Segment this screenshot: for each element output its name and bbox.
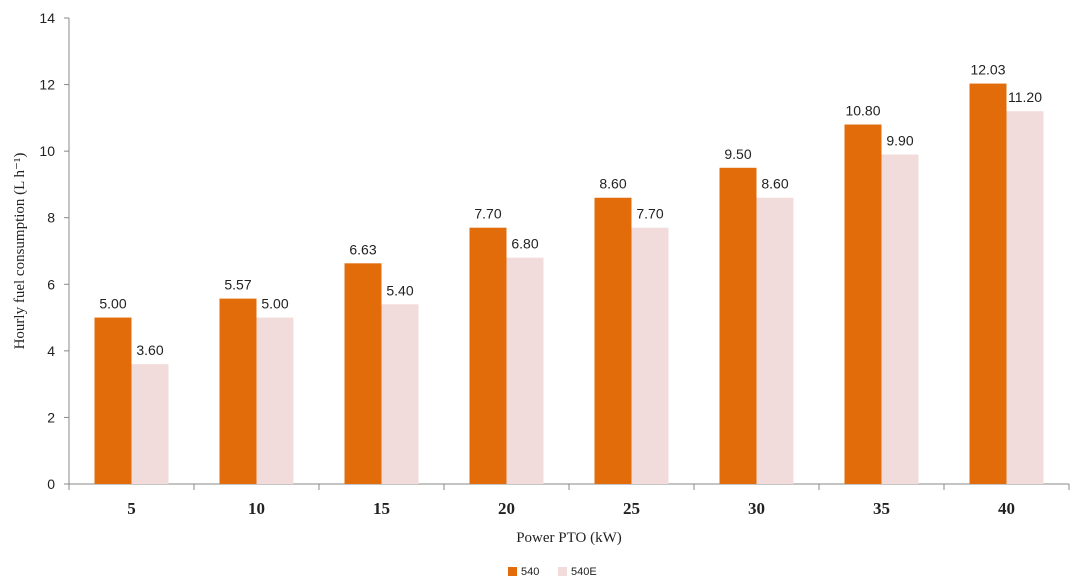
data-label-540E-10: 5.00 bbox=[261, 296, 288, 312]
bar-540E-35 bbox=[881, 154, 919, 484]
data-label-540E-35: 9.90 bbox=[886, 132, 913, 148]
x-axis: 5 10 15 20 25 30 35 40 bbox=[68, 483, 1070, 518]
y-tick-label: 14 bbox=[39, 10, 55, 26]
data-label-540-30: 9.50 bbox=[724, 146, 751, 162]
data-label-540-40: 12.03 bbox=[970, 62, 1005, 78]
bars bbox=[94, 83, 1044, 485]
legend-label-540E: 540E bbox=[571, 566, 597, 578]
y-tick-label: 4 bbox=[47, 343, 55, 359]
bar-540E-5 bbox=[131, 364, 169, 484]
bar-540E-15 bbox=[381, 304, 419, 484]
data-label-540-35: 10.80 bbox=[845, 103, 880, 119]
data-label-540E-5: 3.60 bbox=[136, 342, 163, 358]
data-label-540E-15: 5.40 bbox=[386, 282, 413, 298]
bar-540-25 bbox=[594, 197, 632, 484]
bar-540-10 bbox=[219, 298, 257, 484]
bar-540E-20 bbox=[506, 257, 544, 484]
x-tick-label: 15 bbox=[373, 499, 390, 518]
bar-labels: 5.00 3.60 5.57 5.00 6.63 5.40 7.70 6.80 8.60 7.70… bbox=[99, 62, 1042, 359]
data-label-540-25: 8.60 bbox=[599, 176, 626, 192]
legend-swatch-540E bbox=[558, 567, 567, 576]
data-label-540-10: 5.57 bbox=[224, 277, 251, 293]
data-label-540E-20: 6.80 bbox=[511, 236, 538, 252]
x-tick-label: 40 bbox=[998, 499, 1015, 518]
data-label-540-5: 5.00 bbox=[99, 296, 126, 312]
bar-540-30 bbox=[719, 167, 757, 485]
bar-540-40 bbox=[969, 83, 1007, 484]
x-tick-label: 25 bbox=[623, 499, 640, 518]
bar-540E-30 bbox=[756, 197, 794, 484]
x-tick-label: 20 bbox=[498, 499, 515, 518]
y-tick-label: 0 bbox=[47, 476, 55, 492]
data-label-540-15: 6.63 bbox=[349, 241, 376, 257]
y-tick-label: 12 bbox=[39, 77, 55, 93]
bar-540-35 bbox=[844, 124, 882, 484]
x-axis-title: Power PTO (kW) bbox=[516, 530, 622, 546]
bar-540E-25 bbox=[631, 227, 669, 484]
bar-540E-10 bbox=[256, 317, 294, 484]
y-axis: 0 2 4 6 8 10 12 14 bbox=[39, 10, 70, 492]
data-label-540E-40: 11.20 bbox=[1008, 89, 1042, 105]
data-label-540-20: 7.70 bbox=[474, 206, 501, 222]
y-axis-title: Hourly fuel consumption (L h⁻¹) bbox=[12, 153, 28, 350]
legend: 540 540E bbox=[508, 566, 597, 578]
bar-540E-40 bbox=[1006, 111, 1044, 484]
y-tick-label: 10 bbox=[39, 143, 55, 159]
legend-swatch-540 bbox=[508, 567, 517, 576]
bar-540-15 bbox=[344, 263, 382, 484]
data-label-540E-25: 7.70 bbox=[636, 206, 663, 222]
bar-540-5 bbox=[94, 317, 132, 484]
legend-label-540: 540 bbox=[521, 566, 539, 578]
x-tick-label: 30 bbox=[748, 499, 765, 518]
x-tick-label: 35 bbox=[873, 499, 890, 518]
x-tick-label: 5 bbox=[127, 499, 136, 518]
y-tick-label: 2 bbox=[47, 409, 55, 425]
x-tick-label: 10 bbox=[248, 499, 265, 518]
data-label-540E-30: 8.60 bbox=[761, 176, 788, 192]
bar-540-20 bbox=[469, 227, 507, 484]
y-tick-label: 6 bbox=[47, 276, 55, 292]
y-tick-label: 8 bbox=[47, 210, 55, 226]
